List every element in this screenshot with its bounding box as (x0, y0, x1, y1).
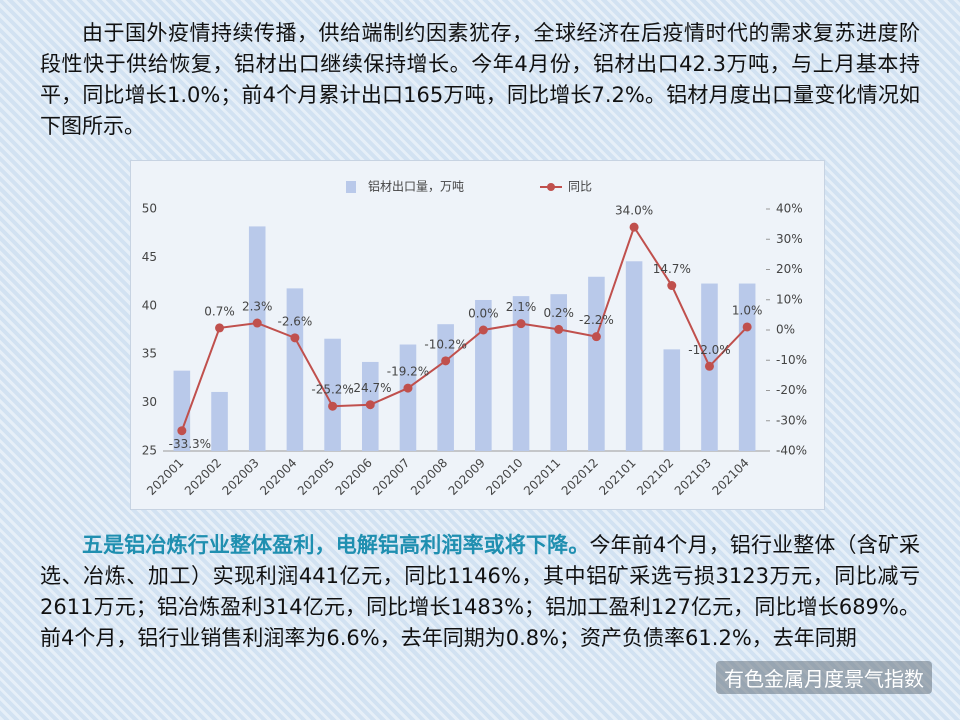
x-tick-label: 202102 (634, 456, 676, 498)
data-label: -33.3% (169, 437, 211, 451)
point (252, 318, 262, 328)
point (742, 322, 752, 332)
y2-tick-label: 0% (776, 323, 795, 337)
legend-label: 同比 (568, 180, 592, 194)
x-tick-label: 202010 (483, 456, 525, 498)
y-tick-label: 50 (142, 202, 157, 216)
section-text: 今年前4个月，铝行业整体（含矿采选、冶炼、加工）实现利润441亿元，同比1146… (40, 533, 920, 650)
x-tick-label: 202101 (596, 456, 638, 498)
data-label: -12.0% (688, 343, 730, 357)
data-label: -19.2% (387, 365, 429, 379)
point (554, 324, 564, 334)
point (215, 323, 225, 333)
data-label: -2.2% (579, 313, 614, 327)
y-tick-label: 25 (142, 444, 157, 458)
point (328, 401, 338, 411)
y-tick-label: 40 (142, 298, 157, 312)
point (667, 281, 677, 291)
data-label: -24.7% (349, 381, 391, 395)
y2-tick-label: 40% (776, 202, 803, 216)
data-label: 2.3% (242, 300, 273, 314)
x-tick-label: 202002 (182, 456, 224, 498)
bar (286, 288, 304, 451)
data-label: 0.2% (543, 306, 574, 320)
legend-label: 铝材出口量，万吨 (368, 179, 464, 194)
bar (663, 349, 681, 451)
data-label: -25.2% (311, 383, 353, 397)
point (591, 332, 601, 342)
legend-swatch (346, 181, 356, 193)
x-tick-label: 202009 (446, 456, 488, 498)
x-tick-label: 202104 (709, 456, 751, 498)
y-tick-label: 45 (142, 250, 157, 264)
bar (211, 391, 228, 451)
chart: 25 30 35 40 45 50 -40% -30% -20% -10% 0% 10% 20% 30% 4… (130, 160, 825, 510)
watermark: 有色金属月度景气指数 (716, 661, 932, 694)
bar (625, 261, 643, 451)
x-tick-label: 202004 (257, 456, 299, 498)
y2-tick-label: -40% (776, 444, 807, 458)
bar (324, 338, 341, 451)
x-tick-label: 202007 (370, 456, 412, 498)
point (516, 319, 526, 329)
y2-tick-label: -10% (776, 353, 807, 367)
x-tick-label: 202012 (559, 456, 601, 498)
paragraph: 由于国外疫情持续传播，供给端制约因素犹存，全球经济在后疫情时代的需求复苏进度阶段… (40, 21, 920, 138)
x-tick-label: 202005 (295, 456, 337, 498)
point (478, 325, 488, 335)
data-label: -10.2% (424, 337, 466, 351)
data-label: -2.6% (277, 314, 312, 328)
x-tick-label: 202006 (333, 456, 375, 498)
paragraph: 五是铝冶炼行业整体盈利，电解铝高利润率或将下降。今年前4个月，铝行业整体（含矿采… (40, 530, 920, 654)
data-label: 0.0% (468, 307, 499, 321)
point (629, 222, 639, 232)
data-label: 0.7% (204, 304, 235, 318)
point (441, 356, 451, 366)
bar (248, 226, 266, 451)
y-tick-label: 30 (142, 395, 157, 409)
bar (399, 344, 417, 451)
y2-tick-label: 30% (776, 232, 803, 246)
line (180, 224, 748, 432)
y2-tick-label: 20% (776, 262, 803, 276)
bar (550, 294, 568, 451)
x-tick-label: 202008 (408, 456, 450, 498)
y2-tick-label: -30% (776, 413, 807, 427)
x-tick-label: 202103 (672, 456, 714, 498)
bar (437, 324, 454, 451)
data-label: 14.7% (653, 262, 691, 276)
y2-tick-label: 10% (776, 292, 803, 306)
y2-tick-label: -20% (776, 383, 807, 397)
y-tick-label: 35 (142, 347, 157, 361)
x-tick-label: 202003 (220, 456, 262, 498)
point (403, 383, 413, 393)
data-label: 34.0% (615, 204, 653, 218)
point (365, 400, 375, 410)
bar (475, 299, 492, 451)
section-lead: 五是铝冶炼行业整体盈利，电解铝高利润率或将下降。 (82, 533, 590, 557)
point (290, 333, 300, 343)
data-label: 1.0% (732, 303, 763, 317)
legend-swatch (547, 183, 555, 191)
data-label: 2.1% (506, 300, 537, 314)
point (177, 426, 187, 436)
x-tick-label: 202011 (521, 456, 563, 498)
point (704, 361, 714, 371)
bar (588, 276, 605, 451)
bar (512, 296, 530, 451)
x-tick-label: 202001 (144, 456, 186, 498)
